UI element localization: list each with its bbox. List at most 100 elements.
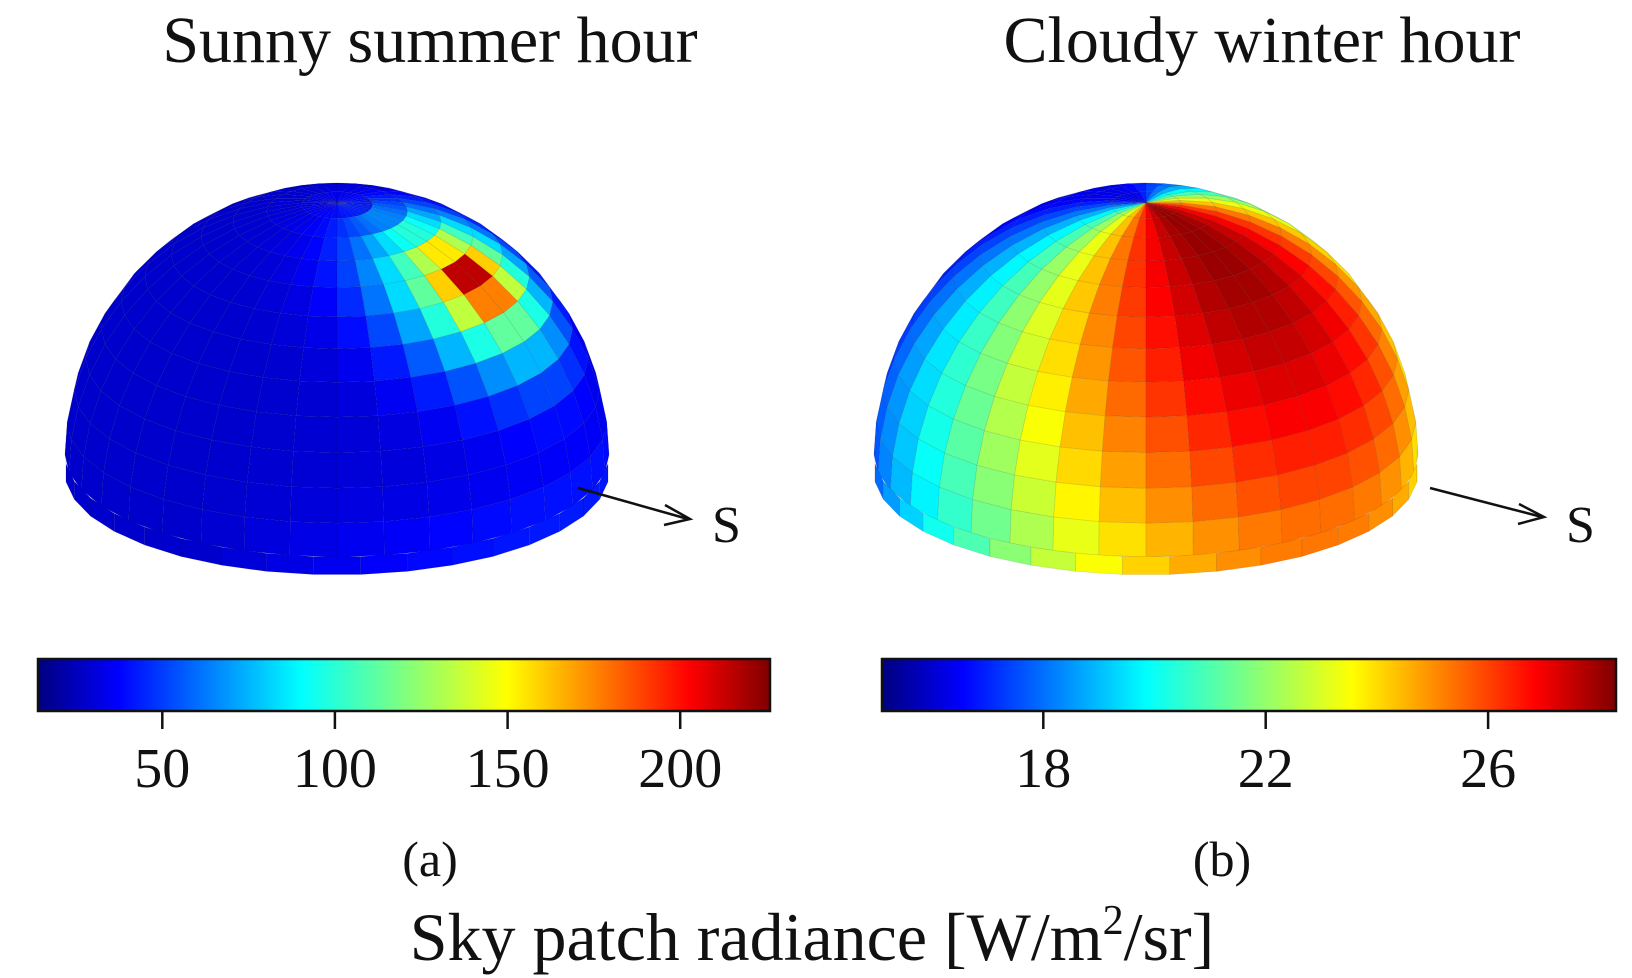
colorbar-b-tick-label-2: 26	[1460, 738, 1516, 800]
panel-label-b: (b)	[1193, 831, 1251, 887]
dome-a-patch-207	[336, 217, 350, 239]
dome-b-patch-179	[1172, 211, 1208, 229]
dome-b-patch-130	[1109, 202, 1147, 206]
dome-a-patch-261	[475, 352, 518, 398]
dome-a-patch-195	[454, 253, 494, 287]
dome-a-patch-315	[380, 446, 428, 488]
dome-a-patch-320	[289, 486, 338, 524]
dome-b-patch-317	[1186, 411, 1233, 452]
dome-a-base-patch-334	[266, 552, 314, 575]
dome-b-patch-313	[1183, 376, 1228, 417]
dome-a-patch-301	[383, 516, 431, 556]
dome-b-patch-292	[1112, 315, 1147, 350]
dome-b-base-patch-343	[1408, 463, 1418, 500]
dome-a-patch-309	[336, 521, 385, 558]
colorbar-a	[36, 657, 772, 713]
dome-b-patch-322	[1101, 415, 1147, 454]
dome-b-patch-316	[1059, 411, 1106, 452]
dome-a-base-patch-336	[360, 552, 408, 575]
dome-b-base-patch-335	[1121, 556, 1171, 575]
dome-a-patch-302	[210, 404, 257, 448]
dome-a-patch-303	[417, 404, 464, 448]
dome-b-base-patch-336	[1169, 552, 1217, 575]
dome-a-patch-105	[336, 191, 351, 204]
dome-b-patch-141	[1180, 204, 1217, 217]
dome-a-patch-223	[360, 233, 390, 260]
south-label-b: S	[1566, 497, 1595, 554]
dome-b-patch-312	[1064, 376, 1109, 417]
dome-b-patch-277	[1145, 286, 1176, 318]
dome-b-patch-276	[1116, 286, 1147, 318]
dome-b-patch-203	[1312, 300, 1350, 343]
dome-a-patch-306	[299, 347, 338, 383]
dome-b-patch-324	[1099, 450, 1147, 489]
dome-b-patch-302	[1019, 404, 1066, 448]
dome-a-patch-241	[423, 268, 465, 303]
dome-a-patch-325	[336, 450, 384, 489]
dome-a-patch-151	[369, 206, 407, 221]
dome-a-patch-276	[307, 286, 338, 318]
dome-a-patch-269	[419, 301, 462, 340]
dome-a-patch-307	[336, 347, 375, 383]
dome-b-patch-160	[1127, 202, 1147, 218]
dome-a-patch-227	[463, 285, 505, 324]
dome-a-patch-277	[336, 286, 367, 318]
dome-b-patch-320	[1098, 486, 1147, 524]
dome-b-patch-253	[1213, 275, 1254, 310]
panel-label-a: (a)	[402, 831, 458, 887]
quantity-label-main: Sky patch radiance [W/m	[410, 899, 1103, 975]
dome-b-patch-241	[1232, 268, 1274, 303]
dome-b-patch-187	[1235, 234, 1275, 263]
dome-b-patch-271	[1169, 284, 1204, 317]
dome-a-patch-299	[422, 439, 469, 483]
dome-a-patch-104	[323, 191, 338, 204]
dome-b-patch-265	[1191, 280, 1230, 314]
dome-a-base-patch-335	[312, 556, 362, 575]
dome-b-patch-308	[1098, 521, 1147, 558]
dome-a-patch-310	[244, 481, 292, 523]
dome-b-patch-323	[1145, 415, 1191, 454]
dome-b-patch-207	[1145, 217, 1159, 239]
dome-a-patch-217	[371, 231, 405, 257]
dome-b-patch-314	[1055, 446, 1103, 488]
south-arrow-a	[577, 486, 694, 527]
dome-b-patch-293	[1145, 315, 1180, 350]
dome-b-patch-318	[1104, 380, 1147, 418]
dome-a-patch-311	[382, 481, 430, 523]
sky-dome-b	[873, 182, 1419, 575]
colorbar-a-tick-label-1: 100	[293, 738, 377, 800]
colorbar-b-tick-label-0: 18	[1015, 738, 1071, 800]
dome-a-patch-305	[369, 343, 412, 382]
dome-b-patch-298	[1014, 439, 1061, 483]
dome-a-patch-211	[381, 227, 418, 253]
quantity-label: Sky patch radiance [W/m2/sr]	[410, 898, 1215, 975]
dome-a-patch-314	[246, 446, 294, 488]
colorbar-a-tick-label-2: 150	[466, 738, 550, 800]
dome-a-patch-318	[295, 380, 338, 418]
colorbar-ticks-a: 50 100 150 200	[134, 711, 722, 800]
dome-a-patch-300	[243, 516, 291, 556]
colorbar-b-tick-label-1: 22	[1238, 738, 1294, 800]
dome-b-patch-227	[1272, 285, 1314, 324]
dome-b-patch-325	[1145, 450, 1193, 489]
dome-a-patch-312	[255, 376, 300, 417]
dome-b-patch-307	[1145, 347, 1184, 383]
chart-title-b: Cloudy winter hour	[1004, 4, 1521, 77]
dome-b-patch-161	[1145, 202, 1165, 218]
colorbar-a-tick-label-3: 200	[638, 738, 722, 800]
dome-b-patch-263	[1296, 385, 1340, 432]
dome-a-patch-319	[336, 380, 379, 418]
dome-a-patch-293	[336, 315, 371, 350]
dome-b-patch-309	[1145, 521, 1194, 558]
colorbar-b	[880, 657, 1618, 713]
dome-b-patch-131	[1145, 202, 1183, 206]
sky-dome-a	[64, 182, 610, 575]
dome-b-patch-299	[1231, 439, 1278, 483]
dome-b-patch-301	[1192, 516, 1240, 556]
dome-b-patch-306	[1108, 347, 1147, 383]
dome-b-patch-321	[1145, 486, 1194, 524]
dome-a-patch-292	[303, 315, 338, 350]
dome-a-patch-322	[292, 415, 338, 454]
dome-b-patch-319	[1145, 380, 1188, 418]
